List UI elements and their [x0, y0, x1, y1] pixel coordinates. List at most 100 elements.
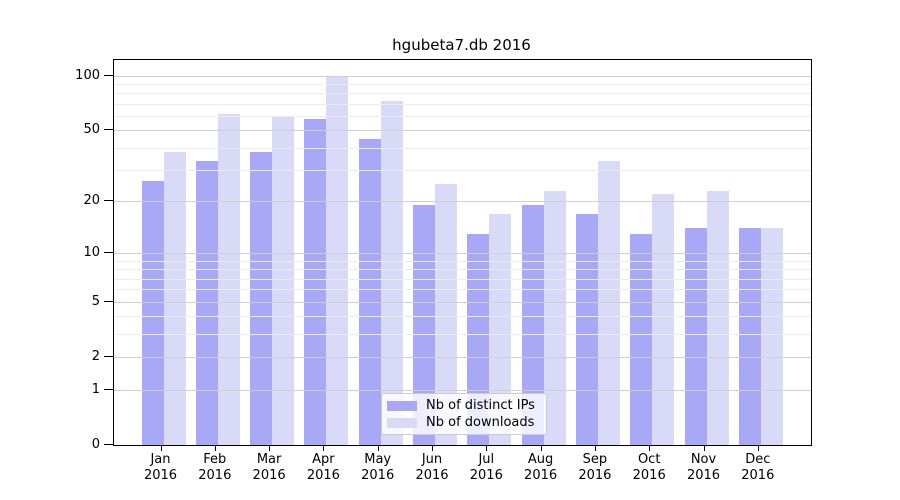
y-tick-label: 100: [75, 67, 100, 83]
gridline-major: [114, 130, 811, 132]
y-tick-label: 2: [91, 349, 100, 365]
bar-downloads-may: [380, 100, 403, 445]
y-tick-label: 5: [91, 293, 100, 309]
x-tick-mark: [649, 445, 651, 451]
x-tick-month: May: [364, 452, 392, 467]
x-tick-label: Feb 2016: [175, 452, 255, 484]
x-tick-label: Sep 2016: [555, 452, 635, 484]
y-tick-label: 50: [83, 122, 100, 138]
bar-downloads-jan: [163, 151, 186, 445]
x-tick-mark: [594, 445, 596, 451]
gridline-minor: [114, 260, 811, 262]
x-tick-mark: [703, 445, 705, 451]
x-tick-year: 2016: [741, 468, 775, 483]
legend-swatch-distinct-ips: [387, 400, 417, 411]
gridline-minor: [114, 170, 811, 172]
y-tick-mark: [104, 252, 113, 254]
gridline-minor: [114, 278, 811, 280]
x-tick-month: Apr: [312, 452, 335, 467]
x-tick-year: 2016: [524, 468, 558, 483]
x-tick-label: Nov 2016: [664, 452, 744, 484]
gridline-major: [114, 253, 811, 255]
x-tick-month: Feb: [203, 452, 227, 467]
x-tick-mark: [160, 445, 162, 451]
y-tick-label: 20: [83, 193, 100, 209]
bar-distinct-ips-jun: [413, 205, 435, 445]
x-tick-year: 2016: [632, 468, 666, 483]
bar-distinct-ips-jan: [141, 181, 164, 445]
legend-item-downloads: Nb of downloads: [387, 415, 540, 430]
bar-downloads-apr: [326, 75, 349, 445]
x-tick-month: Aug: [527, 452, 554, 467]
gridline-major: [114, 75, 811, 77]
y-tick-mark: [104, 200, 113, 202]
x-tick-year: 2016: [469, 468, 503, 483]
x-tick-label: Apr 2016: [283, 452, 363, 484]
x-tick-year: 2016: [252, 468, 286, 483]
bar-downloads-nov: [706, 190, 729, 445]
y-tick-label: 1: [91, 381, 100, 397]
x-tick-month: Mar: [256, 452, 282, 467]
x-tick-label: Oct 2016: [609, 452, 689, 484]
gridline-minor: [114, 147, 811, 149]
x-tick-mark: [214, 445, 216, 451]
x-tick-label: Jun 2016: [392, 452, 472, 484]
x-tick-mark: [269, 445, 271, 451]
x-tick-year: 2016: [198, 468, 232, 483]
bar-downloads-aug: [543, 190, 566, 445]
bar-downloads-mar: [272, 117, 295, 445]
y-tick-mark: [104, 444, 113, 445]
x-tick-mark: [486, 445, 488, 451]
bar-downloads-sep: [597, 160, 620, 445]
gridline-major: [114, 201, 811, 203]
x-tick-label: Mar 2016: [229, 452, 309, 484]
bar-downloads-oct: [652, 194, 675, 445]
x-tick-month: Jun: [421, 452, 443, 467]
bar-distinct-ips-feb: [195, 160, 218, 445]
gridline-minor: [114, 269, 811, 271]
y-tick-mark: [104, 129, 113, 131]
legend-item-distinct-ips: Nb of distinct IPs: [387, 398, 540, 413]
x-tick-label: Aug 2016: [501, 452, 581, 484]
y-tick-label: 0: [91, 437, 100, 452]
bar-downloads-jun: [435, 184, 457, 445]
legend-label-distinct-ips: Nb of distinct IPs: [426, 398, 535, 413]
bar-distinct-ips-apr: [304, 118, 327, 445]
x-tick-mark: [540, 445, 542, 451]
x-tick-mark: [377, 445, 379, 451]
gridline-major: [114, 301, 811, 303]
x-tick-year: 2016: [415, 468, 449, 483]
bar-distinct-ips-oct: [630, 233, 653, 445]
gridline-minor: [114, 93, 811, 95]
legend-label-downloads: Nb of downloads: [426, 415, 535, 430]
x-tick-mark: [757, 445, 759, 451]
x-tick-mark: [323, 445, 325, 451]
y-tick-mark: [104, 388, 113, 390]
gridline-minor: [114, 84, 811, 86]
x-tick-year: 2016: [686, 468, 721, 483]
y-tick-label: 10: [83, 245, 100, 261]
y-tick-mark: [104, 300, 113, 302]
gridline-minor: [114, 289, 811, 291]
x-tick-month: Dec: [745, 452, 771, 467]
x-tick-mark: [432, 445, 433, 451]
bar-distinct-ips-dec: [738, 228, 761, 445]
plot-area: Nb of distinct IPs Nb of downloads: [113, 59, 812, 446]
gridline-minor: [114, 103, 811, 105]
gridline-major: [114, 357, 811, 359]
bar-downloads-jul: [489, 213, 512, 445]
gridline-major: [114, 389, 811, 391]
x-tick-year: 2016: [361, 468, 395, 483]
bar-distinct-ips-jul: [467, 233, 490, 445]
x-tick-year: 2016: [306, 468, 340, 483]
bar-distinct-ips-sep: [575, 213, 598, 445]
gridline-minor: [114, 316, 811, 318]
bar-distinct-ips-may: [358, 138, 381, 445]
x-tick-year: 2016: [578, 468, 612, 483]
gridline-minor: [114, 116, 811, 118]
y-tick-mark: [104, 356, 113, 358]
x-tick-label: Jul 2016: [446, 452, 526, 484]
gridline-minor: [114, 334, 811, 336]
y-tick-mark: [104, 74, 113, 76]
